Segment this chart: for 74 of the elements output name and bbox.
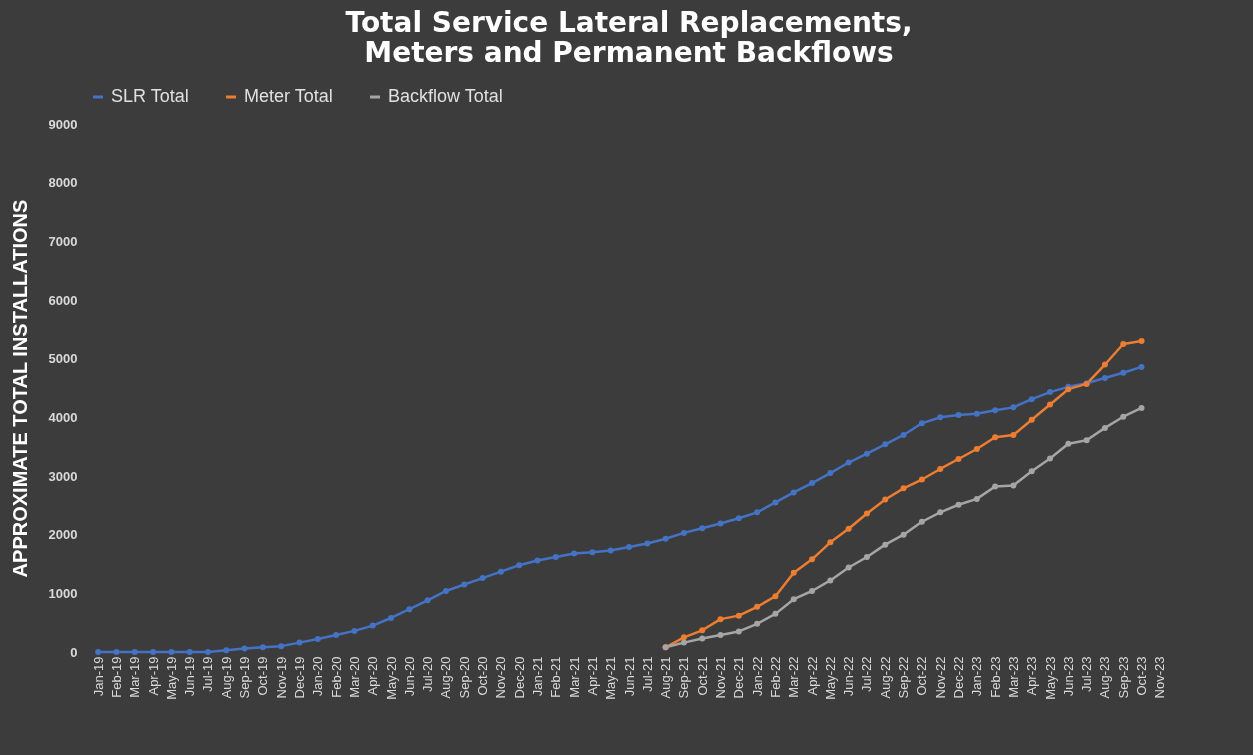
x-tick-label: Aug-23 [1097, 656, 1113, 699]
y-tick-label: 8000 [48, 175, 78, 191]
x-tick-label: Oct-23 [1134, 656, 1150, 696]
legend-label: Backflow Total [388, 86, 503, 106]
y-tick-label: 6000 [48, 292, 78, 308]
x-tick-label: Mar-20 [346, 656, 362, 698]
x-tick-label: Sep-23 [1115, 656, 1131, 699]
x-tick-label: Nov-19 [273, 656, 289, 699]
x-tick-label: Apr-22 [804, 656, 820, 696]
x-tick-label: Jun-19 [182, 656, 198, 697]
x-tick-label: May-23 [1042, 656, 1058, 700]
x-tick-label: May-20 [383, 656, 399, 700]
x-tick-label: Jan-21 [529, 656, 545, 697]
x-tick-label: Aug-22 [877, 656, 893, 699]
x-tick-label: Jul-21 [639, 656, 655, 692]
x-tick-label: Jul-23 [1079, 656, 1095, 692]
x-tick-label: Aug-19 [218, 656, 234, 699]
legend-label: Meter Total [244, 86, 333, 106]
x-tick-label: Jul-20 [420, 656, 436, 692]
x-tick-label: Sep-22 [896, 656, 912, 699]
x-tick-label: Jan-22 [749, 656, 765, 697]
x-tick-label: Apr-23 [1024, 656, 1040, 696]
legend-label: SLR Total [111, 86, 189, 106]
x-tick-label: Oct-22 [914, 656, 930, 696]
x-tick-label: Aug-20 [438, 656, 454, 699]
x-tick-label: Dec-19 [292, 656, 308, 699]
x-tick-label: Nov-22 [932, 656, 948, 699]
x-tick-label: Jan-23 [969, 656, 985, 697]
x-tick-label: Dec-20 [511, 656, 527, 699]
x-tick-label: Sep-19 [237, 656, 253, 699]
y-tick-label: 0 [70, 644, 78, 660]
x-tick-label: Jun-22 [841, 656, 857, 697]
x-tick-label: Oct-19 [255, 656, 271, 696]
y-tick-label: 4000 [48, 409, 78, 425]
x-tick-label: Apr-19 [145, 656, 161, 696]
x-tick-label: Apr-20 [365, 656, 381, 696]
x-tick-label: Dec-21 [731, 656, 747, 699]
x-tick-label: Jun-20 [401, 656, 417, 697]
x-tick-label: Feb-22 [767, 656, 783, 698]
x-tick-label: Mar-19 [127, 656, 143, 698]
x-tick-label: Feb-23 [987, 656, 1003, 698]
x-tick-label: May-19 [163, 656, 179, 700]
x-tick-label: Oct-20 [475, 656, 491, 696]
x-tick-label: Jan-20 [310, 656, 326, 697]
x-tick-label: Nov-21 [713, 656, 729, 699]
y-axis-title: APPROXIMATE TOTAL INSTALLATIONS [8, 199, 31, 578]
x-tick-label: Mar-23 [1005, 656, 1021, 698]
x-tick-label: Mar-21 [566, 656, 582, 698]
x-tick-label: May-21 [603, 656, 619, 700]
y-tick-label: 9000 [48, 116, 78, 132]
x-tick-label: Jun-21 [621, 656, 637, 697]
x-tick-label: Oct-21 [694, 656, 710, 696]
x-tick-label: Feb-20 [328, 656, 344, 698]
chart-title: Total Service Lateral Replacements, Meters and Permanent Backflows [345, 6, 913, 69]
x-tick-label: Sep-21 [676, 656, 692, 699]
x-tick-label: Jan-19 [90, 656, 106, 697]
x-tick-label: May-22 [822, 656, 838, 700]
x-tick-label: Dec-22 [950, 656, 966, 699]
x-tick-label: Jul-22 [859, 656, 875, 692]
x-tick-label: Nov-20 [493, 656, 509, 699]
y-tick-label: 1000 [48, 585, 78, 601]
y-tick-label: 7000 [48, 233, 78, 249]
x-tick-label: Feb-19 [108, 656, 124, 698]
x-tick-label: Jun-23 [1060, 656, 1076, 697]
x-tick-label: Nov-23 [1152, 656, 1168, 699]
x-tick-label: Apr-21 [584, 656, 600, 696]
y-tick-label: 2000 [48, 527, 78, 543]
x-tick-label: Jul-19 [200, 656, 216, 692]
x-tick-label: Feb-21 [548, 656, 564, 698]
y-tick-label: 5000 [48, 351, 78, 367]
y-tick-label: 3000 [48, 468, 78, 484]
x-tick-label: Aug-21 [658, 656, 674, 699]
x-tick-label: Sep-20 [456, 656, 472, 699]
x-tick-label: Mar-22 [786, 656, 802, 698]
